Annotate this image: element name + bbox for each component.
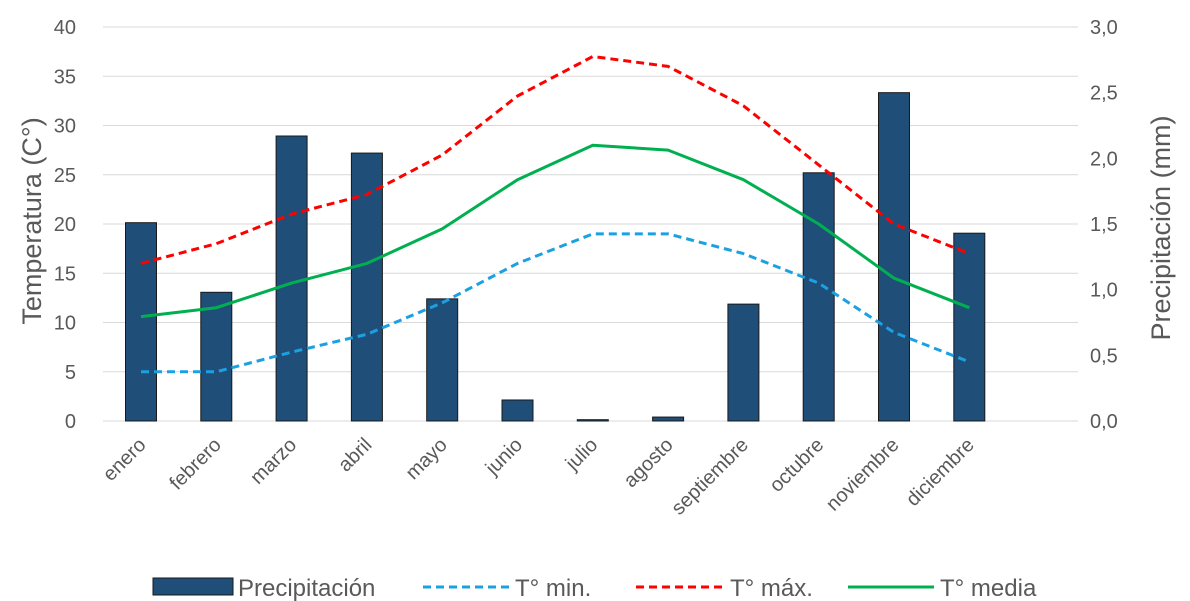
y2-tick-label: 1,0 — [1090, 280, 1118, 302]
y-tick-label: 10 — [54, 313, 76, 335]
bar-precipitacion — [426, 298, 459, 422]
x-tick-label: noviembre — [822, 434, 904, 516]
y2-tick-label: 0,5 — [1090, 345, 1118, 367]
y-axis-left-title: Temperatura (C°) — [17, 117, 47, 324]
bar-precipitacion — [501, 399, 534, 422]
x-tick-label: septiembre — [667, 434, 753, 520]
y-tick-label: 5 — [65, 362, 76, 384]
line-t-min — [141, 232, 970, 374]
x-tick-label: agosto — [620, 434, 678, 492]
y2-tick-label: 2,0 — [1090, 148, 1118, 170]
x-tick-label: junio — [481, 434, 527, 480]
bar-precipitacion — [652, 416, 685, 422]
y2-tick-label: 3,0 — [1090, 17, 1118, 39]
y-axis-left-ticks: 0 5 10 15 20 25 30 35 40 — [54, 17, 76, 433]
x-tick-label: julio — [561, 434, 602, 475]
y-tick-label: 15 — [54, 263, 76, 285]
bar-precipitacion — [125, 222, 157, 422]
x-tick-label: diciembre — [902, 434, 979, 511]
y-tick-label: 25 — [54, 165, 76, 187]
temperature-lines — [140, 55, 970, 374]
bar-precipitacion — [200, 291, 233, 422]
y2-tick-label: 0,0 — [1090, 411, 1118, 433]
legend-label: T° media — [940, 575, 1037, 601]
y-tick-label: 30 — [54, 116, 76, 138]
x-tick-label: abril — [334, 434, 376, 476]
x-tick-label: marzo — [246, 434, 301, 489]
bar-precipitacion — [576, 419, 609, 422]
x-tick-label: febrero — [165, 434, 225, 494]
line-t-m-x — [140, 55, 970, 265]
line-t-media — [140, 143, 970, 319]
x-tick-label: mayo — [402, 434, 452, 484]
legend: Precipitación T° min. T° máx. T° media — [152, 575, 1037, 601]
legend-label: Precipitación — [238, 575, 375, 601]
y-tick-label: 35 — [54, 66, 76, 88]
y-axis-right-title: Precipitación (mm) — [1146, 115, 1176, 340]
bar-precipitacion — [953, 232, 986, 422]
y2-tick-label: 1,5 — [1090, 214, 1118, 236]
x-tick-label: enero — [99, 434, 151, 486]
bar-precipitacion — [350, 152, 383, 422]
y2-tick-label: 2,5 — [1090, 83, 1118, 105]
bar-precipitacion — [802, 172, 835, 422]
legend-label: T° min. — [515, 575, 591, 601]
legend-label: T° máx. — [730, 575, 813, 601]
legend-swatch-precipitacion — [152, 577, 234, 596]
x-axis-ticks: enero febrero marzo abril mayo junio julio agos… — [99, 434, 979, 520]
bar-precipitacion — [727, 303, 760, 422]
precipitation-bars — [125, 92, 986, 422]
bar-precipitacion — [878, 92, 910, 422]
y-tick-label: 0 — [65, 411, 76, 433]
x-tick-label: octubre — [766, 434, 829, 497]
y-tick-label: 20 — [54, 214, 76, 236]
bar-precipitacion — [275, 135, 308, 422]
y-tick-label: 40 — [54, 17, 76, 39]
y-axis-right-ticks: 0,0 0,5 1,0 1,5 2,0 2,5 3,0 — [1090, 17, 1118, 433]
